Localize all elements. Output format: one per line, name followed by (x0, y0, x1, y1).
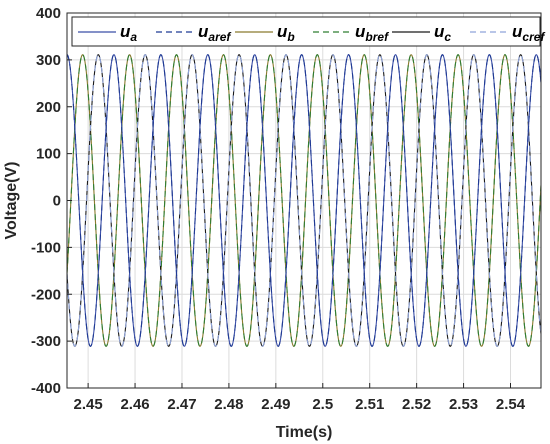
legend-label-sub: c (444, 30, 451, 44)
y-tick-label: 100 (36, 146, 61, 163)
y-tick-label: 300 (36, 52, 61, 69)
x-tick-label: 2.5 (312, 396, 333, 413)
series-line-ubref (67, 54, 541, 347)
x-tick-label: 2.54 (496, 396, 526, 413)
legend-label-sub: aref (208, 30, 231, 44)
legend-label-sub: b (287, 30, 294, 44)
legend-label-main: u (512, 22, 523, 41)
y-tick-label: -200 (31, 286, 61, 303)
series-line-uaref (67, 54, 541, 347)
tick-layer: 2.45 2.46 2.47 2.48 2.49 2.5 2.51 2.52 2.53 2.54 -… (31, 5, 526, 413)
y-tick-label: -400 (31, 380, 61, 397)
legend-label-main: u (198, 22, 209, 41)
y-tick-label: -100 (31, 239, 61, 256)
x-axis-label: Time(s) (276, 424, 333, 441)
y-tick-label: -300 (31, 333, 61, 350)
legend-label-main: u (277, 22, 288, 41)
legend-label-main: u (434, 22, 445, 41)
legend-label-uaref: uaref (198, 22, 231, 44)
x-tick-label: 2.53 (449, 396, 478, 413)
series-layer (67, 54, 541, 347)
y-tick-label: 200 (36, 99, 61, 116)
y-axis-label: Voltage(V) (3, 162, 20, 240)
legend-box (71, 16, 541, 47)
legend-label-uc: uc (434, 22, 451, 44)
legend-label-sub: a (130, 30, 137, 44)
x-tick-label: 2.51 (355, 396, 384, 413)
x-tick-label: 2.48 (214, 396, 243, 413)
legend-label-main: u (120, 22, 131, 41)
legend-label-ub: ub (277, 22, 295, 44)
y-tick-label: 400 (36, 5, 61, 22)
legend: ua uaref ub ubref uc ucref (71, 16, 545, 47)
x-tick-label: 2.45 (74, 396, 103, 413)
legend-label-ua: ua (120, 22, 137, 44)
legend-label-sub: bref (365, 30, 389, 44)
x-tick-label: 2.52 (402, 396, 431, 413)
legend-label-sub: cref (522, 30, 545, 44)
x-tick-label: 2.46 (120, 396, 149, 413)
x-tick-label: 2.49 (261, 396, 290, 413)
x-tick-label: 2.47 (167, 396, 196, 413)
legend-label-main: u (355, 22, 366, 41)
legend-label-ucref: ucref (512, 22, 545, 44)
legend-label-ubref: ubref (355, 22, 389, 44)
series-line-ucref (67, 54, 541, 347)
y-tick-label: 0 (53, 193, 61, 210)
